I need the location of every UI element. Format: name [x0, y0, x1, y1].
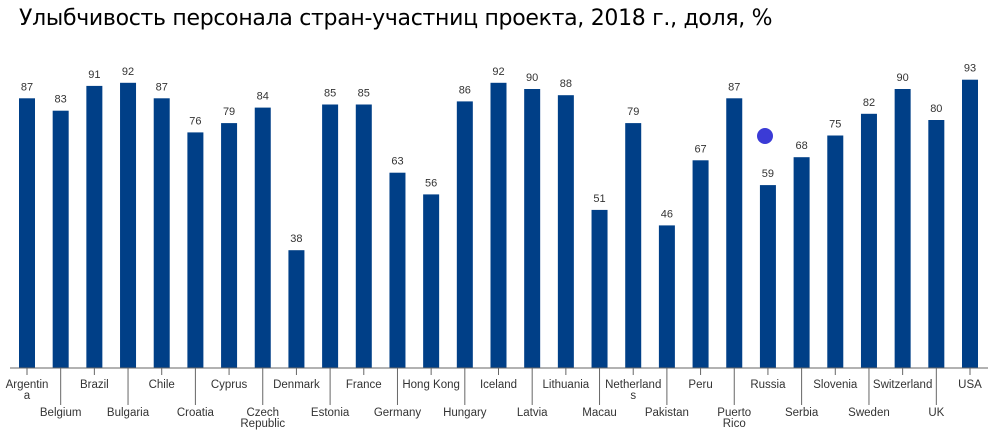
bar [759, 185, 776, 368]
category-label: Brazil [80, 379, 109, 391]
value-label: 87 [21, 81, 33, 93]
value-label: 85 [324, 88, 336, 100]
bar [389, 172, 406, 368]
bar [86, 85, 103, 369]
category-label: Croatia [177, 407, 215, 419]
category-label: Hungary [443, 407, 487, 419]
category-label: Macau [582, 407, 617, 419]
category-label: Argentin [6, 379, 49, 391]
category-label: Puerto [717, 407, 751, 419]
bar [254, 107, 271, 368]
category-label: USA [958, 379, 982, 391]
bar [322, 104, 339, 368]
value-label: 63 [391, 156, 403, 168]
value-label: 90 [897, 72, 909, 84]
category-label: Denmark [273, 379, 320, 391]
value-label: 46 [661, 208, 673, 220]
category-label: Cyprus [211, 379, 248, 391]
category-label: Sweden [848, 407, 890, 419]
category-label: Slovenia [813, 379, 858, 391]
value-label: 83 [55, 94, 67, 106]
category-label: Estonia [311, 407, 350, 419]
value-label: 56 [425, 177, 437, 189]
bar [355, 104, 372, 368]
value-label: 80 [930, 103, 942, 115]
bar [793, 157, 810, 368]
bar [860, 113, 877, 368]
value-label: 92 [122, 66, 134, 78]
value-label: 59 [762, 168, 774, 180]
category-label: Republic [240, 418, 285, 430]
value-label: 88 [560, 78, 572, 90]
category-label: Latvia [517, 407, 548, 419]
category-label: Bulgaria [107, 407, 150, 419]
category-label: a [24, 390, 31, 402]
bar [625, 123, 642, 368]
value-label: 75 [829, 119, 841, 131]
value-label: 86 [459, 84, 471, 96]
category-label: Russia [750, 379, 786, 391]
category-label: France [346, 379, 382, 391]
category-label: Pakistan [645, 407, 689, 419]
bar [153, 98, 170, 369]
bar [490, 82, 507, 369]
value-label: 93 [964, 63, 976, 75]
bar [557, 95, 574, 368]
value-label: 51 [593, 193, 605, 205]
category-label: Chile [149, 379, 175, 391]
value-label: 79 [223, 106, 235, 118]
bar [827, 135, 844, 368]
value-label: 92 [492, 66, 504, 78]
bar [524, 89, 541, 368]
value-label: 79 [627, 106, 639, 118]
category-label: Hong Kong [402, 379, 460, 391]
category-label: Czech [246, 407, 279, 419]
highlight-marker [757, 128, 773, 144]
bar [288, 250, 305, 368]
category-label: Iceland [480, 379, 517, 391]
bar [221, 123, 238, 368]
value-label: 84 [257, 91, 269, 103]
category-label: Peru [688, 379, 712, 391]
category-label: Belgium [40, 407, 82, 419]
bar [692, 160, 709, 368]
bar [120, 82, 137, 369]
category-label: Switzerland [873, 379, 932, 391]
category-label: Serbia [785, 407, 819, 419]
value-label: 87 [728, 81, 740, 93]
bar [726, 98, 743, 369]
value-label: 90 [526, 72, 538, 84]
bar [591, 209, 608, 368]
category-label: Lithuania [543, 379, 590, 391]
category-label: s [630, 390, 636, 402]
value-label: 38 [290, 233, 302, 245]
bar [52, 110, 69, 368]
category-label: Netherland [605, 379, 661, 391]
value-label: 76 [189, 115, 201, 127]
bar [19, 98, 35, 369]
bar [456, 101, 473, 369]
bar [928, 120, 945, 368]
value-label: 91 [88, 69, 100, 81]
bar [962, 79, 978, 368]
category-label: Germany [374, 407, 422, 419]
category-label: UK [928, 407, 944, 419]
value-label: 82 [863, 97, 875, 109]
bar [423, 194, 440, 368]
bar [894, 89, 911, 368]
bar [187, 132, 204, 368]
bar [658, 225, 675, 368]
value-label: 67 [694, 143, 706, 155]
chart-title: Улыбчивость персонала стран-участниц про… [19, 6, 773, 31]
value-label: 68 [795, 140, 807, 152]
value-label: 85 [358, 88, 370, 100]
value-label: 87 [156, 81, 168, 93]
category-label: Rico [723, 418, 746, 430]
